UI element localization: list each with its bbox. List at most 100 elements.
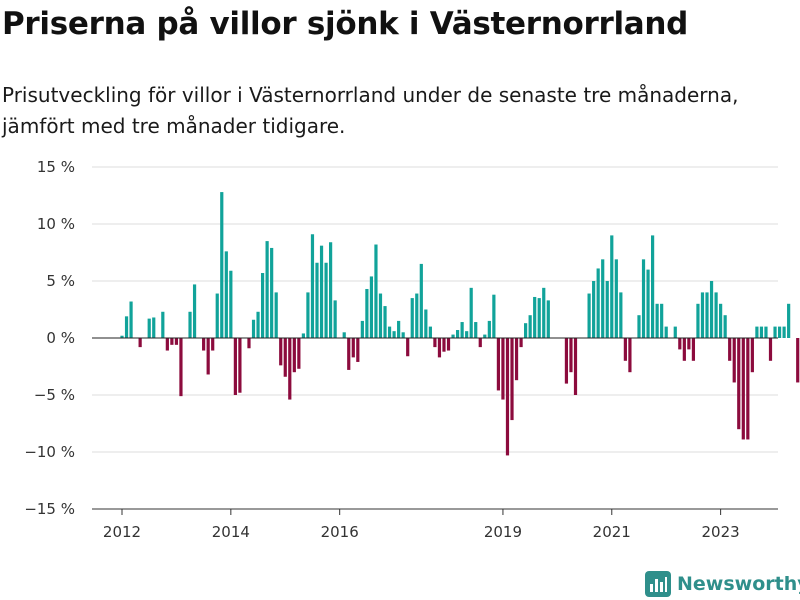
y-tick-label: −15 % [24, 500, 75, 518]
bar [787, 303, 791, 338]
bar [260, 273, 265, 338]
bar [333, 300, 337, 338]
bar [301, 333, 305, 338]
bar [514, 338, 519, 381]
bar [170, 338, 174, 345]
bar [773, 326, 777, 338]
bar [687, 338, 691, 350]
bar [564, 338, 569, 384]
bar [660, 303, 664, 338]
y-tick-label: −10 % [24, 443, 75, 461]
chart-subtitle: Prisutveckling för villor i Västernorrla… [2, 83, 739, 138]
bar [533, 296, 537, 338]
bar [496, 338, 501, 391]
bar [306, 292, 310, 338]
bar [741, 338, 745, 440]
bar [129, 301, 133, 338]
bar [356, 338, 360, 362]
bar [374, 244, 378, 338]
bar [215, 293, 219, 338]
bar [256, 311, 260, 338]
bar [387, 326, 392, 338]
y-tick-label: 0 % [46, 329, 75, 347]
bar [768, 338, 773, 361]
bar [528, 315, 532, 338]
bar [546, 300, 550, 338]
bar [714, 292, 718, 338]
y-tick-label: 15 % [37, 158, 75, 176]
chart-title: Priserna på villor sjönk i Västernorrlan… [2, 6, 689, 42]
bar [700, 292, 705, 338]
bar [469, 287, 473, 338]
bar [297, 338, 301, 369]
bar [682, 338, 686, 361]
bar [691, 338, 696, 361]
bar [179, 338, 183, 397]
bar [251, 319, 256, 338]
bars [120, 192, 800, 456]
bar [628, 338, 632, 373]
bar [678, 338, 682, 350]
x-tick-label: 2016 [321, 523, 359, 541]
bar [347, 338, 351, 370]
bar [274, 292, 278, 338]
bar [750, 338, 754, 373]
bar [505, 338, 510, 456]
x-tick-label: 2019 [484, 523, 522, 541]
bar [623, 338, 627, 361]
bar [279, 338, 283, 366]
bar [329, 242, 333, 338]
bar [419, 263, 423, 338]
bar [510, 338, 514, 421]
bar [442, 338, 446, 352]
bar [220, 192, 224, 338]
bar [723, 315, 727, 338]
bar [755, 326, 759, 338]
bar [161, 311, 165, 338]
bar [478, 338, 482, 348]
bar [610, 235, 614, 338]
bar [777, 326, 782, 338]
bar [138, 338, 142, 348]
bar [451, 334, 455, 338]
bar [202, 338, 206, 351]
bar [596, 268, 600, 338]
bar [428, 326, 432, 338]
bar [719, 303, 723, 338]
bar [455, 330, 460, 338]
bar [759, 326, 764, 338]
bar [474, 322, 478, 338]
bar [378, 293, 383, 338]
bar [437, 338, 442, 358]
x-tick-label: 2012 [103, 523, 141, 541]
bar [224, 251, 228, 338]
bar [696, 303, 700, 338]
bar [614, 259, 618, 338]
bar [569, 338, 573, 373]
bar [351, 338, 355, 358]
bar [433, 338, 437, 348]
y-tick-label: 5 % [46, 272, 75, 290]
bar-chart-logo-icon [645, 571, 671, 597]
bar [310, 234, 315, 338]
bar [524, 323, 528, 338]
bar [233, 338, 237, 395]
bar [764, 326, 768, 338]
bar [292, 338, 296, 373]
bar [487, 320, 491, 338]
bar [288, 338, 292, 400]
bar [324, 262, 328, 338]
bar [637, 315, 641, 338]
bar [605, 281, 609, 338]
bar [732, 338, 736, 383]
brand-logo[interactable]: Newsworthy [645, 569, 800, 599]
bar [519, 338, 523, 348]
bar [247, 338, 251, 349]
x-tick-label: 2023 [702, 523, 740, 541]
bar [424, 309, 428, 338]
bar [165, 338, 169, 351]
bar [542, 287, 546, 338]
bar [360, 320, 364, 338]
bar [211, 338, 215, 351]
